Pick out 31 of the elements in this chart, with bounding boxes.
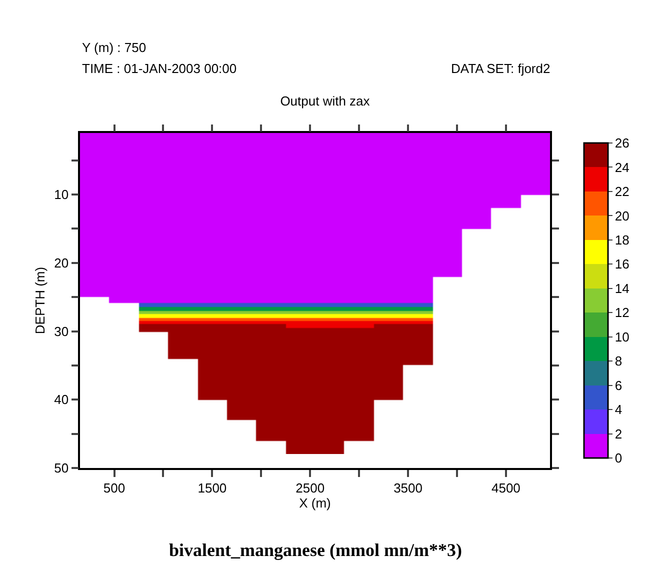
x-tick-label: 1500 — [198, 480, 227, 496]
text: Y (m) : 750 — [82, 40, 146, 55]
text: DATA SET: fjord2 — [451, 61, 550, 76]
color-bar-label: 2 — [614, 426, 622, 442]
color-bar-label: 12 — [614, 305, 630, 320]
x-tick-label: 2500 — [296, 480, 325, 496]
chart-title: Output with zax — [280, 94, 370, 109]
y-tick-label: 30 — [54, 324, 69, 339]
x-axis-title: X (m) — [299, 495, 331, 510]
y-axis-title: DEPTH (m) — [32, 266, 48, 334]
color-bar-label: 18 — [614, 232, 630, 248]
color-bar-label: 26 — [614, 136, 630, 151]
text: TIME : 01-JAN-2003 00:00 — [82, 61, 237, 76]
x-tick-label: 3500 — [394, 480, 422, 496]
color-bar-label: 22 — [614, 184, 630, 200]
color-bar-label: 0 — [614, 450, 622, 466]
y-tick-label: 10 — [54, 187, 69, 202]
color-bar-label: 14 — [614, 280, 630, 296]
text: bivalent_manganese (mmol mn/m**3) — [169, 540, 462, 560]
y-tick-label: 40 — [54, 392, 69, 408]
x-tick-label: 4500 — [491, 480, 520, 496]
color-bar-label: 20 — [614, 208, 630, 224]
color-bar-label: 6 — [614, 378, 622, 393]
y-tick-label: 20 — [54, 255, 69, 270]
color-bar-label: 10 — [614, 329, 630, 344]
color-bar-label: 4 — [614, 402, 622, 418]
color-bar-label: 8 — [614, 354, 622, 369]
color-bar-label: 16 — [614, 256, 630, 272]
x-tick-label: 500 — [103, 480, 126, 496]
y-tick-label: 50 — [54, 460, 69, 476]
color-bar-label: 24 — [614, 160, 630, 175]
